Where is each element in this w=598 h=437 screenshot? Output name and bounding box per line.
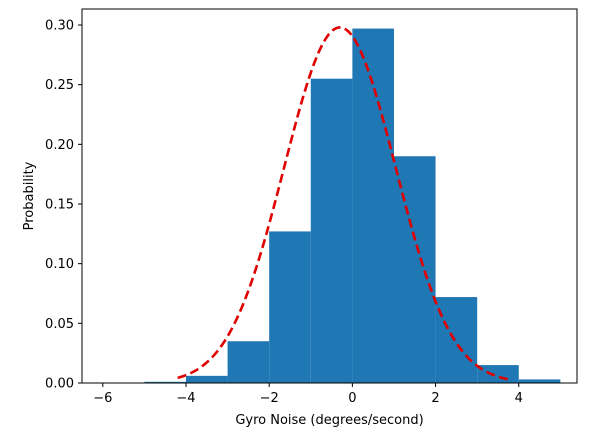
y-tick-label: 0.25 [45, 78, 74, 93]
y-tick-label: 0.05 [45, 317, 74, 332]
y-axis-label: Probability [22, 161, 37, 230]
y-axis-ticks: 0.00 0.05 0.10 0.15 0.20 0.25 0.30 [45, 18, 82, 392]
x-tick-label: 0 [348, 391, 356, 406]
x-axis-label: Gyro Noise (degrees/second) [235, 413, 423, 428]
histogram-bar [227, 341, 270, 383]
histogram-bar [144, 381, 186, 383]
y-tick-label: 0.20 [45, 138, 74, 153]
y-tick-label: 0.30 [45, 18, 74, 33]
x-axis-ticks: −6 −4 −2 0 2 4 [93, 383, 523, 406]
histogram-bar [185, 375, 228, 383]
histogram-bars [144, 28, 561, 383]
x-tick-label: 4 [515, 391, 523, 406]
histogram-bar [352, 28, 394, 383]
histogram-bar [393, 156, 436, 383]
histogram-bar [269, 231, 311, 383]
y-tick-label: 0.10 [45, 257, 74, 272]
x-tick-label: −6 [93, 391, 112, 406]
histogram-bar [435, 297, 478, 383]
x-tick-label: 2 [431, 391, 439, 406]
plot-frame [81, 8, 578, 384]
x-tick-label: −2 [260, 391, 279, 406]
histogram-bar [518, 379, 561, 383]
y-tick-label: 0.15 [45, 197, 74, 212]
x-tick-label: −4 [176, 391, 195, 406]
histogram-bar [477, 365, 519, 383]
y-tick-label: 0.00 [45, 377, 74, 392]
histogram-bar [310, 78, 353, 383]
